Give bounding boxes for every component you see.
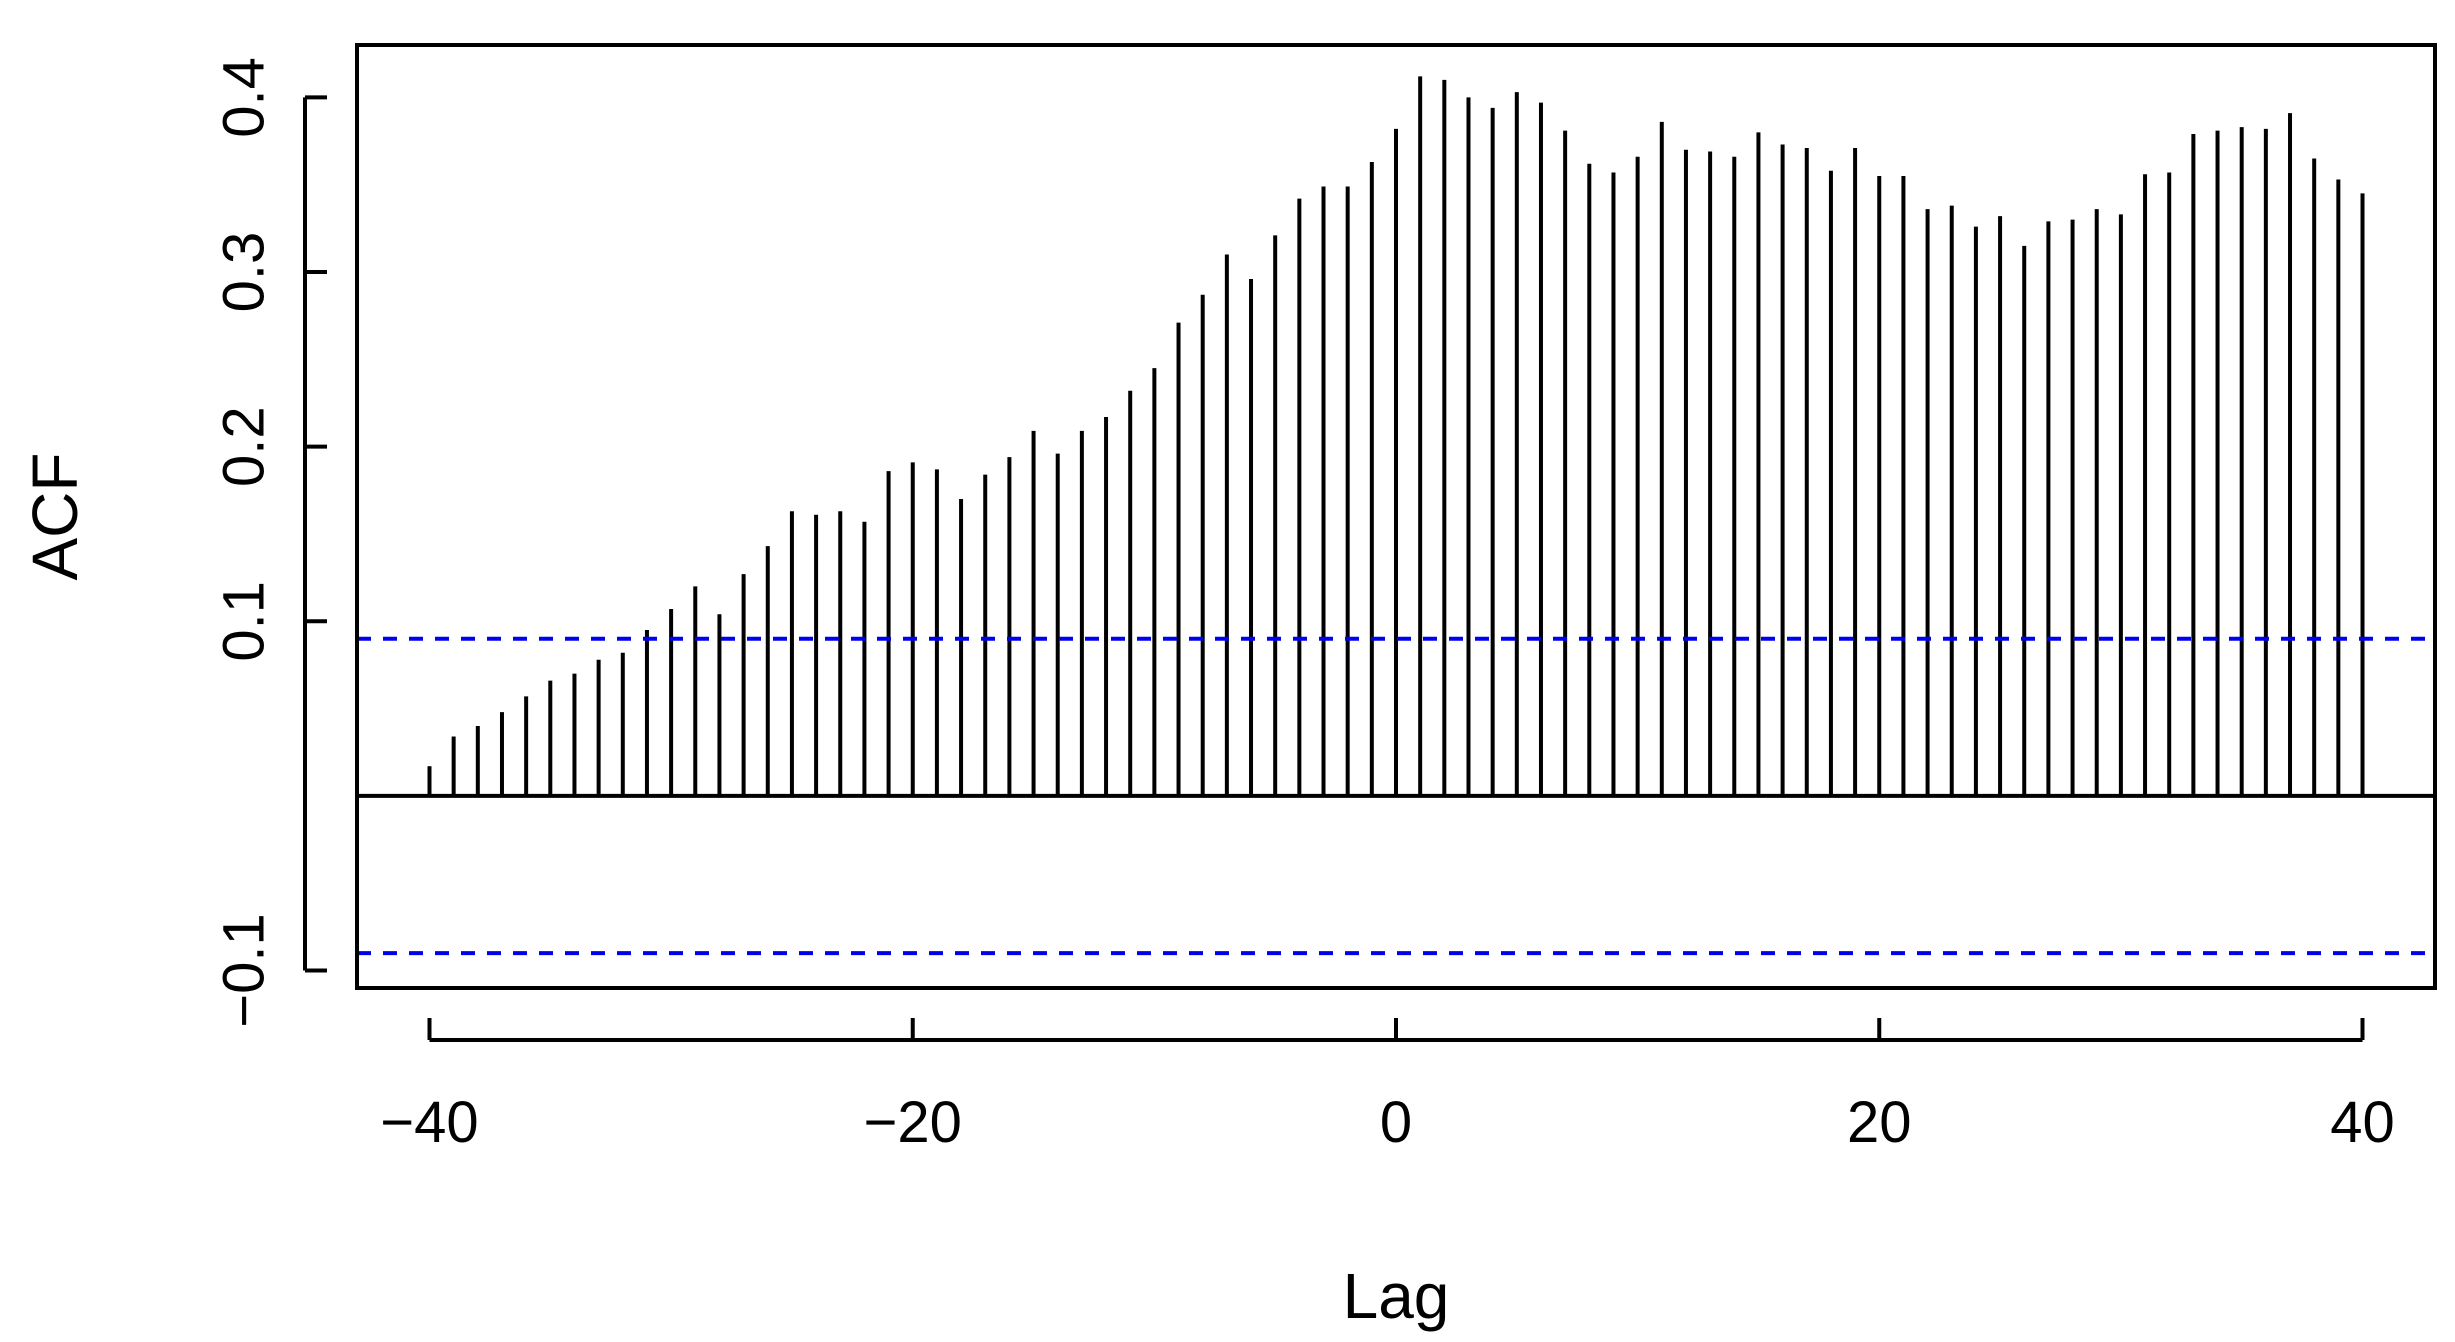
x-tick-label: 20 bbox=[1847, 1090, 1912, 1155]
y-tick-label: −0.1 bbox=[211, 913, 276, 1028]
x-tick-label: −40 bbox=[380, 1090, 478, 1155]
y-tick-label: 0.4 bbox=[211, 57, 276, 138]
y-axis: −0.1 0.1 0.2 0.3 0.4 bbox=[211, 57, 327, 1028]
x-tick-label: 0 bbox=[1380, 1090, 1412, 1155]
x-axis-title: Lag bbox=[1343, 1260, 1450, 1332]
x-tick-label: 40 bbox=[2330, 1090, 2395, 1155]
y-tick-label: 0.3 bbox=[211, 232, 276, 313]
acf-stems bbox=[427, 76, 2365, 796]
x-tick-label: −20 bbox=[864, 1090, 962, 1155]
plot-frame bbox=[355, 43, 2437, 990]
y-tick-label: 0.2 bbox=[211, 406, 276, 487]
y-axis-title: ACF bbox=[19, 453, 91, 581]
y-tick-label: 0.1 bbox=[211, 581, 276, 662]
x-axis: −40 −20 0 20 40 bbox=[380, 1018, 2395, 1155]
